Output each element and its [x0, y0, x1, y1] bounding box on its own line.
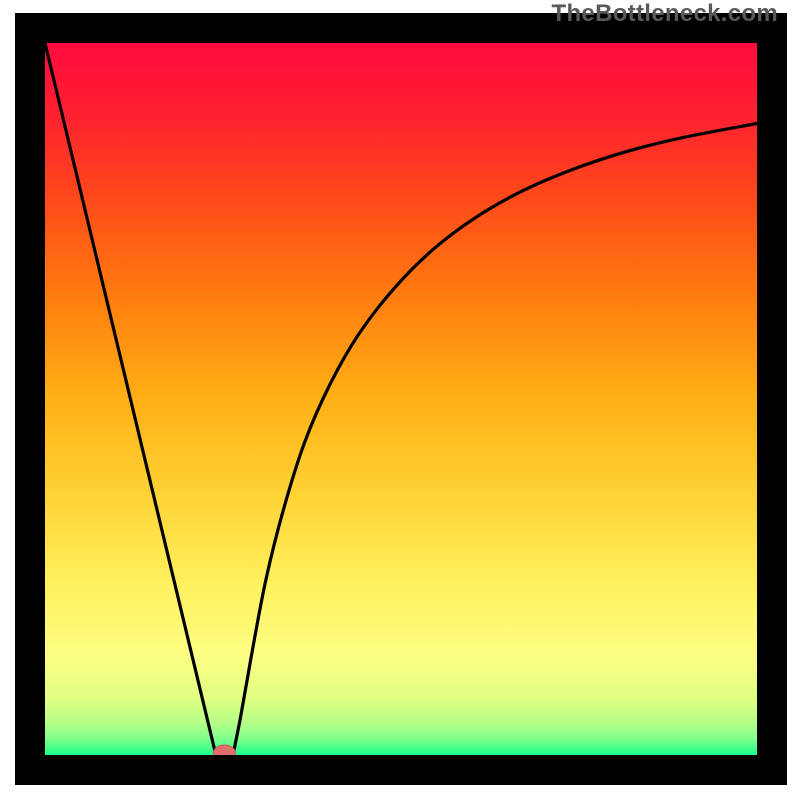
- gradient-background: [45, 43, 757, 755]
- watermark-text: TheBottleneck.com: [552, 0, 778, 28]
- bottleneck-chart: [0, 0, 800, 800]
- chart-container: TheBottleneck.com: [0, 0, 800, 800]
